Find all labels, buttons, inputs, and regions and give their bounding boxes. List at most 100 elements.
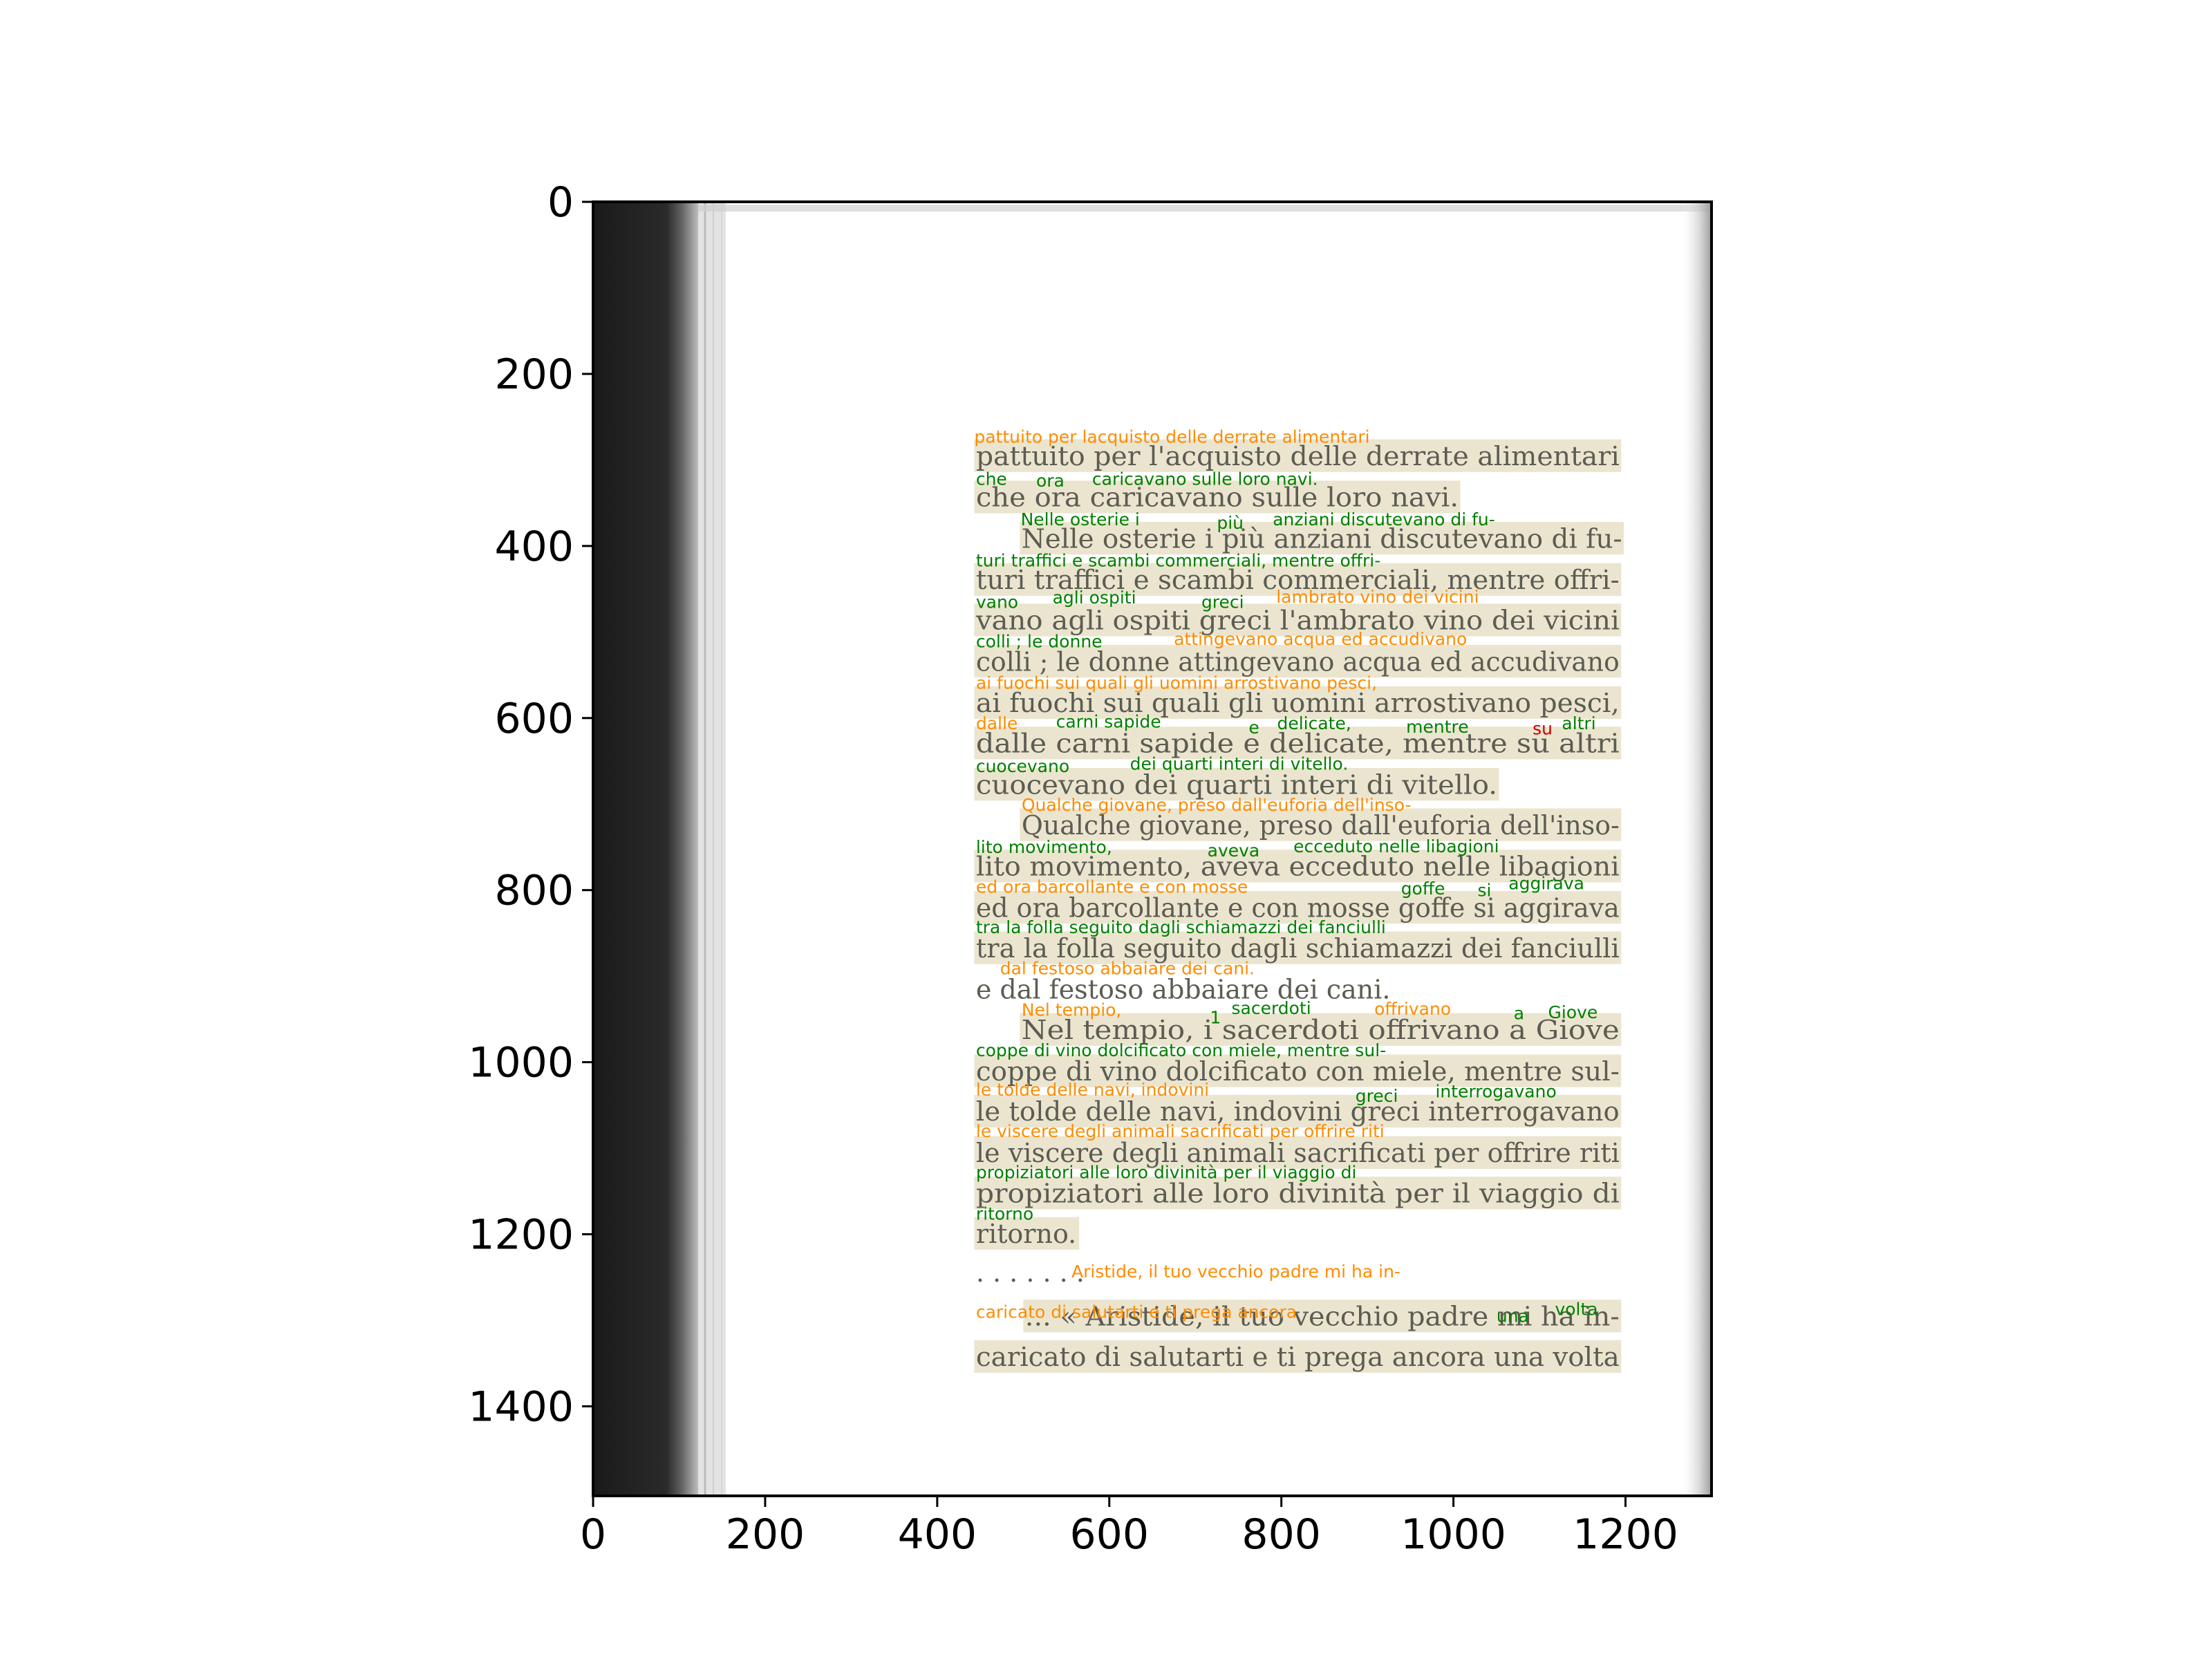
x-tick-label: 400	[898, 1510, 977, 1559]
x-axis: 0 200 400 600 800 1000 1200	[580, 1496, 1678, 1559]
ocr-label: ai fuochi sui quali gli uomini arrostiva…	[976, 673, 1377, 693]
ocr-label: altri	[1562, 713, 1595, 733]
ocr-label: offrivano	[1374, 999, 1451, 1019]
ocr-label: interrogavano	[1435, 1082, 1556, 1102]
page-line: e dal festoso abbaiare dei cani.	[976, 975, 1391, 1005]
page-line: coppe di vino dolcificato con miele, men…	[976, 1056, 1620, 1087]
ocr-label: e	[1248, 718, 1259, 738]
page-right-edge	[1680, 202, 1712, 1496]
ocr-label: dal festoso abbaiare dei cani.	[1000, 959, 1255, 979]
ocr-label: più	[1217, 513, 1244, 533]
y-tick-label: 1400	[468, 1382, 574, 1431]
page-line: cuocevano dei quarti interi di vitello.	[976, 769, 1497, 800]
page-line: colli ; le donne attingevano acqua ed ac…	[976, 646, 1620, 677]
ocr-label: ecceduto nelle libagioni	[1293, 836, 1499, 856]
ocr-label: Aristide, il tuo vecchio padre mi ha in-	[1071, 1262, 1400, 1282]
line-box	[974, 1136, 1622, 1169]
ocr-label: cuocevano	[976, 756, 1069, 776]
line-box	[974, 686, 1622, 720]
line-box	[1020, 1013, 1622, 1046]
ocr-overlay: pattuito per lacquisto delle derrate ali…	[974, 427, 1597, 1326]
ocr-label: delicate,	[1277, 713, 1351, 733]
ocr-label: propiziatori alle loro divinità per il v…	[976, 1163, 1357, 1183]
y-tick-label: 400	[494, 523, 574, 571]
x-tick-label: 200	[726, 1510, 805, 1559]
line-box	[974, 1094, 1622, 1128]
x-tick-label: 800	[1241, 1510, 1321, 1559]
ocr-label: dalle	[976, 713, 1018, 733]
line-boxes	[974, 439, 1624, 1373]
ocr-label: Nelle osterie i	[1021, 509, 1140, 529]
ocr-label: a	[1514, 1003, 1524, 1023]
ocr-label: greci	[1201, 592, 1244, 612]
x-tick-label: 600	[1070, 1510, 1150, 1559]
page-text: pattuito per l'acquisto delle derrate al…	[975, 441, 1622, 1372]
ocr-label: agli ospiti	[1053, 588, 1136, 608]
page-line: Nel tempio, i sacerdoti offrivano a Giov…	[1022, 1015, 1620, 1045]
y-axis: 0 200 400 600 800 1000 1200 1400	[468, 178, 593, 1431]
page-line: vano agli ospiti greci l'ambrato vino de…	[975, 606, 1620, 636]
ocr-label: mentre	[1406, 717, 1469, 737]
line-box	[1020, 808, 1622, 841]
ocr-label: Qualche giovane, preso dall'euforia dell…	[1022, 795, 1412, 815]
ocr-label: 1	[1210, 1008, 1221, 1028]
y-tick-label: 800	[494, 867, 574, 915]
page-line: turi traffici e scambi commerciali, ment…	[976, 565, 1620, 595]
y-tick-label: 200	[494, 350, 574, 399]
ocr-label: ora	[1036, 471, 1065, 491]
line-box	[974, 850, 1622, 883]
page-line: che ora caricavano sulle loro navi.	[976, 482, 1459, 513]
ocr-label: goffe	[1401, 879, 1445, 899]
ocr-label: caricato di salutarti e ti prega ancora	[976, 1302, 1297, 1322]
page-line: dalle carni sapide e delicate, mentre su…	[976, 729, 1620, 759]
line-box	[974, 727, 1622, 760]
ocr-label: carni sapide	[1056, 711, 1161, 731]
ocr-label: Nel tempio,	[1022, 1000, 1122, 1020]
ocr-label: che	[976, 469, 1007, 489]
line-box	[1020, 521, 1624, 555]
ocr-label: vano	[976, 592, 1018, 612]
line-box	[974, 767, 1499, 801]
ocr-label: caricavano sulle loro navi.	[1092, 469, 1318, 489]
x-tick-label: 1200	[1573, 1510, 1678, 1559]
line-box	[974, 1177, 1622, 1210]
line-box	[974, 931, 1622, 964]
line-box	[974, 439, 1622, 472]
line-box	[974, 1217, 1080, 1250]
ocr-label: lambrato vino dei vicini	[1276, 587, 1479, 607]
page-line: Qualche giovane, preso dall'euforia dell…	[1022, 810, 1620, 841]
line-box	[974, 890, 1622, 924]
line-box	[974, 1054, 1622, 1087]
ocr-label: le tolde delle navi, indovini	[976, 1080, 1209, 1100]
line-box	[1023, 1300, 1622, 1333]
page-line: caricato di salutarti e ti prega ancora …	[976, 1342, 1620, 1372]
ocr-label: ritorno	[976, 1203, 1033, 1224]
ocr-label: su	[1533, 718, 1553, 738]
page-line: ai fuochi sui quali gli uomini arrostiva…	[976, 688, 1620, 718]
page-line: tra la folla seguito dagli schiamazzi de…	[976, 933, 1620, 964]
page-line: ... « Aristide, il tuo vecchio padre mi …	[1025, 1301, 1620, 1331]
page-line: ed ora barcollante e con mosse goffe si …	[976, 892, 1620, 923]
ocr-label: aggirava	[1508, 873, 1584, 893]
y-tick-label: 0	[547, 178, 574, 227]
ocr-label: colli ; le donne	[976, 632, 1103, 652]
ocr-label: pattuito per lacquisto delle derrate ali…	[974, 427, 1369, 447]
ocr-label: tra la folla seguito dagli schiamazzi de…	[976, 917, 1386, 937]
book-binding	[593, 202, 698, 1496]
line-box	[974, 644, 1622, 678]
ocr-label: dei quarti interi di vitello.	[1130, 753, 1349, 774]
y-tick-label: 600	[494, 695, 574, 743]
x-tick-label: 0	[580, 1510, 606, 1559]
page-line: . . . . . . .	[976, 1257, 1085, 1288]
line-box	[974, 480, 1461, 514]
page-line: le viscere degli animali sacrificati per…	[976, 1138, 1620, 1168]
ocr-label: lito movimento,	[976, 837, 1112, 857]
page-line: le tolde delle navi, indovini greci inte…	[976, 1096, 1620, 1127]
ocr-label: aveva	[1208, 841, 1260, 861]
ocr-label: sacerdoti	[1232, 998, 1311, 1018]
line-box	[974, 563, 1622, 597]
line-box	[974, 1340, 1622, 1373]
line-box	[974, 603, 1622, 637]
page-line: Nelle osterie i più anziani discutevano …	[1022, 523, 1622, 554]
